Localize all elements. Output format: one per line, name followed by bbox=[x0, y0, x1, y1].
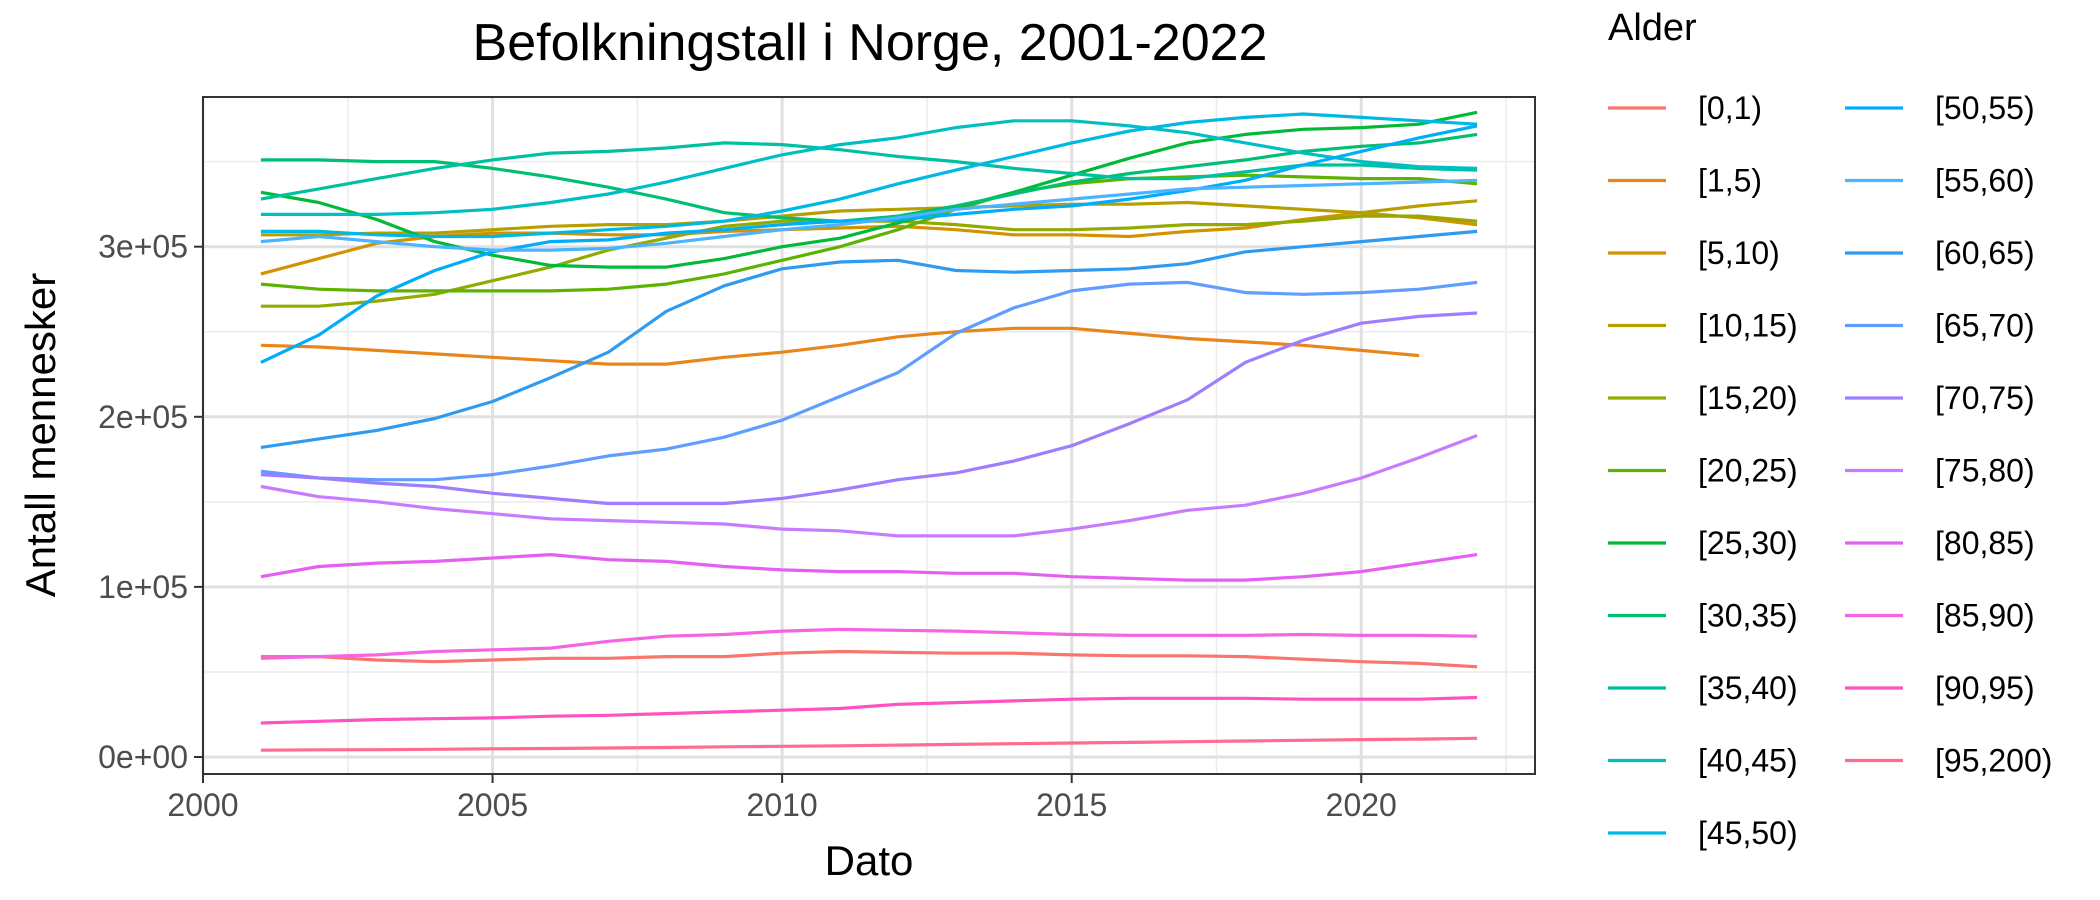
legend-label-[90,95): [90,95) bbox=[1935, 670, 2035, 706]
x-tick-label: 2010 bbox=[747, 787, 818, 823]
y-tick-label: 1e+05 bbox=[98, 569, 188, 605]
series-line-[75,80) bbox=[260, 434, 1478, 538]
x-tick-label: 2020 bbox=[1326, 787, 1397, 823]
legend-label-[0,1): [0,1) bbox=[1698, 90, 1762, 126]
legend: [0,1) [1,5) [5,10) [10,15) [15,20) [20,25) [25… bbox=[1608, 90, 2052, 851]
series-line-[70,75) bbox=[260, 311, 1478, 506]
legend-label-[85,90): [85,90) bbox=[1935, 598, 2035, 634]
series-line-[25,30) bbox=[260, 110, 1478, 269]
legend-label-[75,80): [75,80) bbox=[1935, 453, 2035, 489]
plot-border bbox=[202, 96, 1536, 775]
y-axis-title: Antall mennesker bbox=[17, 273, 64, 598]
series-line-[35,40) bbox=[260, 141, 1478, 201]
x-tick-label: 2000 bbox=[167, 787, 238, 823]
x-tick-label: 2005 bbox=[457, 787, 528, 823]
legend-label-[60,65): [60,65) bbox=[1935, 235, 2035, 271]
series-line-[0,1) bbox=[260, 649, 1478, 669]
legend-label-[20,25): [20,25) bbox=[1698, 453, 1798, 489]
series-line-[80,85) bbox=[260, 553, 1478, 582]
series-line-[60,65) bbox=[260, 229, 1478, 449]
legend-label-[15,20): [15,20) bbox=[1698, 380, 1798, 416]
chart-title: Befolkningstall i Norge, 2001-2022 bbox=[473, 14, 1268, 72]
series-line-[40,45) bbox=[260, 119, 1478, 216]
legend-label-[35,40): [35,40) bbox=[1698, 670, 1798, 706]
series-line-[65,70) bbox=[260, 280, 1478, 482]
legend-label-[70,75): [70,75) bbox=[1935, 380, 2035, 416]
legend-label-[80,85): [80,85) bbox=[1935, 525, 2035, 561]
series-line-[1,5) bbox=[260, 326, 1420, 366]
legend-label-[50,55): [50,55) bbox=[1935, 90, 2035, 126]
series-line-[20,25) bbox=[260, 173, 1478, 293]
y-axis: 0e+00 1e+05 2e+05 3e+05 bbox=[98, 229, 203, 775]
legend-label-[45,50): [45,50) bbox=[1698, 815, 1798, 851]
legend-label-[95,200): [95,200) bbox=[1935, 743, 2052, 779]
series-line-[55,60) bbox=[260, 178, 1478, 252]
series-line-[90,95) bbox=[260, 695, 1478, 725]
series-line-[45,50) bbox=[260, 112, 1478, 239]
legend-label-[55,60): [55,60) bbox=[1935, 163, 2035, 199]
legend-label-[30,35): [30,35) bbox=[1698, 598, 1798, 634]
series-line-[85,90) bbox=[260, 627, 1478, 660]
y-tick-label: 0e+00 bbox=[98, 739, 188, 775]
legend-label-[40,45): [40,45) bbox=[1698, 743, 1798, 779]
series-line-[10,15) bbox=[260, 199, 1478, 237]
x-axis: 2000 2005 2010 2015 2020 bbox=[167, 774, 1397, 823]
plot-series bbox=[260, 110, 1478, 752]
y-tick-label: 2e+05 bbox=[98, 399, 188, 435]
legend-label-[1,5): [1,5) bbox=[1698, 163, 1762, 199]
x-tick-label: 2015 bbox=[1036, 787, 1107, 823]
x-axis-title: Dato bbox=[825, 837, 914, 884]
legend-label-[10,15): [10,15) bbox=[1698, 308, 1798, 344]
legend-label-[25,30): [25,30) bbox=[1698, 525, 1798, 561]
legend-title: Alder bbox=[1608, 7, 1697, 49]
legend-label-[65,70): [65,70) bbox=[1935, 308, 2035, 344]
plot-grid bbox=[201, 97, 1535, 774]
legend-label-[5,10): [5,10) bbox=[1698, 235, 1780, 271]
series-line-[95,200) bbox=[260, 736, 1478, 752]
y-tick-label: 3e+05 bbox=[98, 229, 188, 265]
